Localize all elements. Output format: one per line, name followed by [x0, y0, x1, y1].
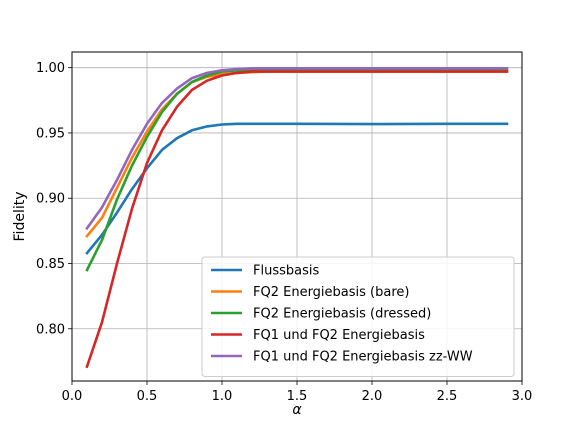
legend-label: FQ2 Energiebasis (bare) — [253, 285, 409, 300]
x-axis-label: α — [292, 402, 302, 418]
x-tick-label: 1.5 — [287, 389, 308, 404]
y-tick-label: 0.95 — [36, 126, 65, 141]
y-tick-label: 0.85 — [36, 257, 65, 272]
series-line-4 — [85, 70, 509, 369]
x-tick-label: 3.0 — [512, 389, 533, 404]
series-line-5 — [85, 67, 509, 231]
legend-label: FQ1 und FQ2 Energiebasis — [253, 328, 425, 343]
y-tick-label: 0.80 — [36, 322, 65, 337]
y-tick-label: 1.00 — [36, 61, 65, 76]
ticks: 0.0 0.5 1.0 1.5 2.0 2.5 3.0 0.80 0.85 0.90 0.95 1.0… — [36, 61, 532, 404]
x-tick-label: 0.5 — [137, 389, 158, 404]
y-tick-label: 0.90 — [36, 192, 65, 207]
series-layer — [85, 67, 509, 369]
x-tick-label: 2.0 — [362, 389, 383, 404]
legend: Flussbasis FQ2 Energiebasis (bare) FQ2 Ene… — [201, 256, 515, 377]
series-line-1 — [85, 122, 509, 255]
x-tick-label: 1.0 — [212, 389, 233, 404]
y-axis-label: Fidelity — [12, 192, 28, 242]
legend-label: Flussbasis — [253, 264, 319, 279]
x-tick-label: 0.0 — [62, 389, 83, 404]
grid — [71, 52, 523, 381]
x-tick-label: 2.5 — [437, 389, 458, 404]
legend-label: FQ1 und FQ2 Energiebasis zz-WW — [253, 350, 473, 365]
legend-box — [201, 256, 515, 377]
legend-label: FQ2 Energiebasis (dressed) — [253, 307, 431, 322]
